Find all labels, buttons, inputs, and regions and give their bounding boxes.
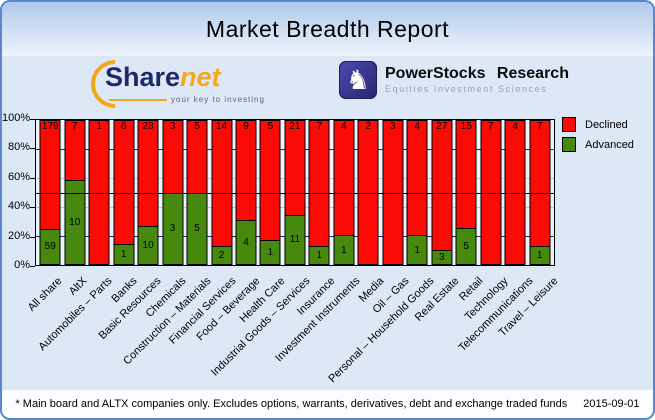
legend-label-advanced: Advanced [585,138,634,151]
y-tick-mark [30,148,35,150]
advanced-segment: 5 [186,192,208,265]
advanced-segment: 5 [455,228,477,265]
declined-count-label: 2 [365,121,372,132]
y-tick-label: 40% [7,200,30,213]
advanced-count-label: 1 [267,247,274,259]
declined-count-label: 3 [169,121,176,132]
advanced-count-label: 3 [169,223,176,235]
legend-item-declined: Declined [562,117,634,132]
footer-bar: * Main board and ALTX companies only. Ex… [2,390,653,418]
declined-count-label: 4 [414,121,421,132]
sharenet-word-share: Share [105,62,181,92]
sharenet-logo: Sharenet your key to investing [81,50,265,118]
advanced-count-label: 1 [536,250,543,262]
powerstocks-title: PowerStocks Research [385,65,569,82]
sharenet-wordmark: Sharenet [105,62,221,93]
declined-count-label: 6 [120,121,127,132]
advanced-count-label: 1 [414,244,421,256]
declined-count-label: 7 [487,121,494,132]
advanced-segment: 1 [406,235,428,265]
declined-count-label: 7 [536,121,543,132]
declined-count-label: 27 [436,121,448,132]
y-tick-mark [30,236,35,238]
declined-count-label: 5 [194,121,200,132]
advanced-segment: 10 [64,179,86,265]
sharenet-tagline: your key to investing [171,95,265,104]
advanced-segment: 1 [308,246,330,265]
declined-count-label: 3 [390,121,396,132]
plot-area: 179 59 7 10 1 6 1 28 10 3 3 5 5 14 2 9 4 5 1 21 11 7 1 4 1 2 3 4 1 27… [35,119,555,266]
powerstocks-subtitle: Equities Investment Sciences [385,84,548,94]
reference-line-50pct [36,192,554,194]
advanced-segment: 10 [137,226,159,265]
advanced-segment: 1 [333,235,355,265]
sharenet-word-net: net [180,62,221,92]
declined-count-label: 4 [341,121,347,132]
legend-label-declined: Declined [585,118,628,131]
declined-count-label: 1 [96,121,102,132]
y-tick-mark [30,266,35,267]
knight-chess-icon: ♞ [339,61,377,99]
advanced-segment: 11 [284,214,306,265]
powerstocks-logo: ♞ PowerStocks Research Equities Investme… [339,61,569,99]
advanced-count-label: 2 [218,250,225,262]
advanced-count-label: 1 [120,248,127,260]
y-tick-label: 80% [7,141,30,154]
advanced-count-label: 3 [438,251,445,263]
declined-count-label: 179 [41,121,59,132]
footer-date: 2015-09-01 [583,398,640,410]
y-tick-label: 20% [7,229,30,242]
declined-count-label: 5 [267,121,274,132]
advanced-segment: 3 [162,192,184,265]
x-axis-labels: All share AltX Automobiles – Parts Banks Bas… [26,268,560,394]
advanced-segment: 59 [39,228,61,265]
advanced-segment: 1 [113,243,135,265]
declined-count-label: 7 [316,121,323,132]
y-tick-label: 100% [2,112,31,124]
declined-count-label: 14 [215,121,228,132]
advanced-segment: 3 [431,249,453,265]
declined-count-label: 15 [460,121,472,132]
y-tick-label: 0% [14,259,30,271]
advanced-count-label: 59 [44,241,56,253]
declined-count-label: 28 [142,121,154,132]
declined-swatch-icon [562,117,576,132]
declined-count-label: 21 [289,121,301,132]
advanced-count-label: 4 [243,237,249,248]
y-tick-mark [30,119,35,120]
footer-note: * Main board and ALTX companies only. Ex… [15,398,568,410]
advanced-segment: 1 [529,246,551,265]
y-tick-label: 60% [7,170,30,183]
declined-count-label: 9 [243,121,249,132]
y-tick-mark [30,207,35,209]
advanced-count-label: 10 [142,240,154,252]
advanced-count-label: 11 [289,234,301,246]
advanced-count-label: 10 [69,216,81,228]
advanced-segment: 1 [259,240,281,265]
advanced-swatch-icon [562,137,576,152]
advanced-count-label: 1 [316,250,323,262]
chart-legend: Declined Advanced [562,117,634,152]
advanced-segment: 4 [235,220,257,265]
declined-count-label: 4 [512,121,518,132]
advanced-count-label: 1 [341,244,347,256]
advanced-count-label: 5 [194,223,200,235]
page-title: Market Breadth Report [205,15,450,42]
sharenet-underline [109,98,167,101]
advanced-count-label: 5 [463,241,469,253]
y-tick-mark [30,177,35,179]
title-bar: Market Breadth Report [2,2,653,56]
advanced-segment: 2 [211,246,233,265]
sharenet-tagline-row: your key to investing [109,95,264,104]
declined-count-label: 7 [71,121,78,132]
legend-item-advanced: Advanced [562,137,634,152]
